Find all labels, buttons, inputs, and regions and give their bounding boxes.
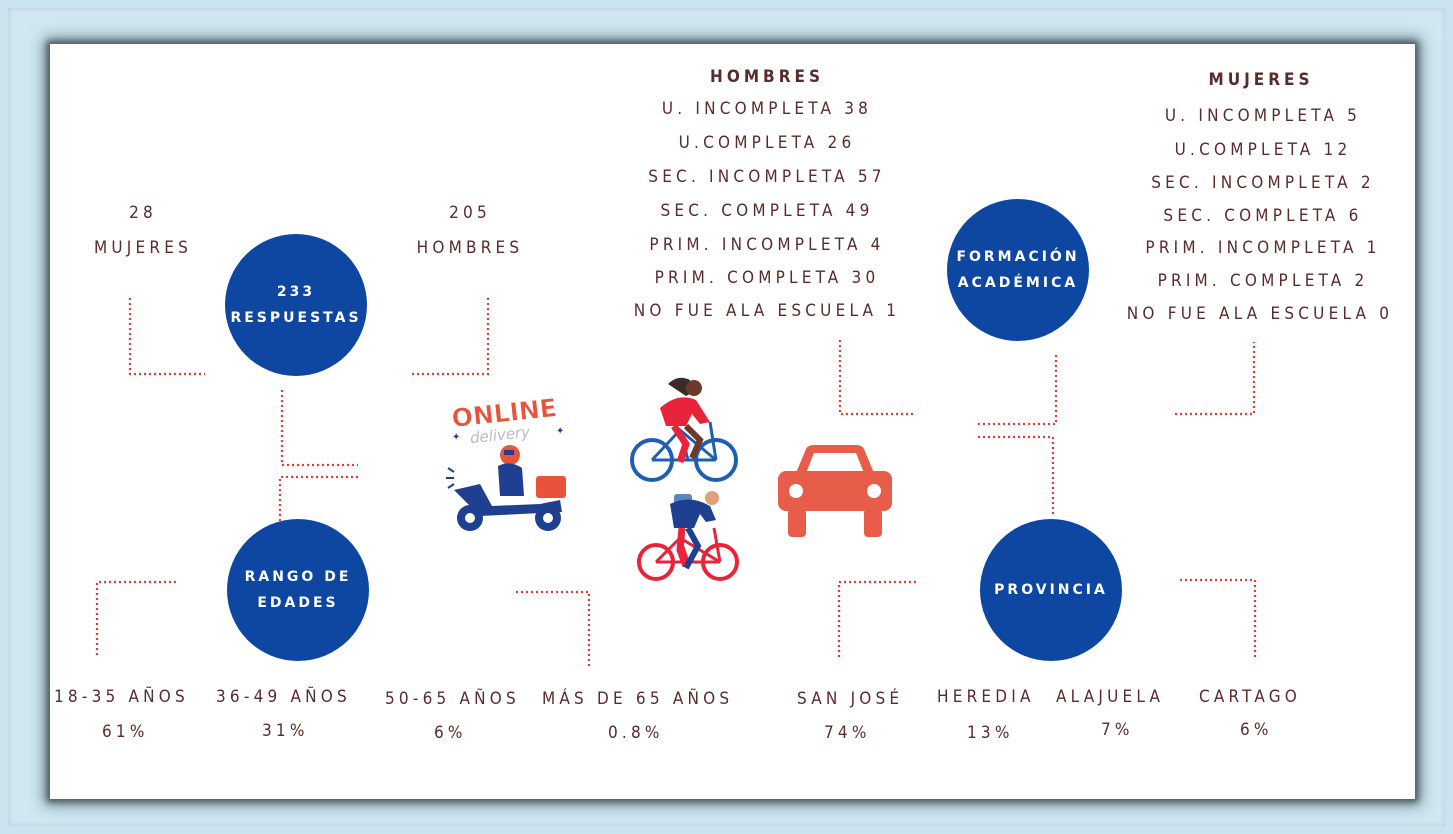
car-icon [776, 445, 894, 537]
respuestas-count: 233 [276, 284, 316, 300]
connector-mujeres [128, 298, 205, 376]
formacion-mujeres-row: PRIM. COMPLETA 2 [1157, 271, 1369, 291]
provincia-label: CARTAGO [1199, 687, 1301, 707]
connector-formacion-mujeres [1175, 342, 1256, 416]
formacion-mujeres-row: PRIM. INCOMPLETA 1 [1145, 238, 1381, 258]
connector-rango-up [278, 475, 358, 528]
edad-label: MÁS DE 65 AÑOS [542, 689, 734, 709]
connector-edad-right [516, 590, 591, 666]
star-icon: ✦ [452, 432, 460, 443]
connector-formacion-hombres [838, 340, 915, 416]
hombres-count: 205 [449, 203, 491, 223]
edad-value: 31% [262, 721, 309, 741]
formacion-label-line2: ACADÉMICA [957, 275, 1079, 291]
edad-value: 6% [434, 723, 467, 743]
respuestas-circle: 233 RESPUESTAS [225, 234, 367, 376]
formacion-label-line1: FORMACIÓN [956, 249, 1080, 265]
provincia-value: 7% [1101, 720, 1134, 740]
formacion-hombres-row: U. INCOMPLETA 38 [661, 99, 873, 119]
mujeres-count: 28 [129, 203, 157, 223]
rango-label-line1: RANGO DE [244, 569, 352, 585]
connector-provincia-left [837, 580, 916, 658]
edad-value: 61% [102, 722, 149, 742]
formacion-mujeres-row: U.COMPLETA 12 [1174, 140, 1352, 160]
formacion-hombres-row: PRIM. INCOMPLETA 4 [649, 235, 885, 255]
provincia-label: HEREDIA [937, 687, 1035, 707]
formacion-hombres-heading: HOMBRES [710, 67, 824, 87]
formacion-mujeres-row: U. INCOMPLETA 5 [1164, 106, 1362, 126]
formacion-circle: FORMACIÓN ACADÉMICA [947, 199, 1089, 341]
mujeres-label: MUJERES [94, 238, 192, 258]
connector-provincia-right [1180, 578, 1257, 658]
provincia-label: SAN JOSÉ [797, 689, 904, 709]
formacion-mujeres-row: SEC. COMPLETA 6 [1163, 206, 1363, 226]
formacion-mujeres-row: SEC. INCOMPLETA 2 [1151, 173, 1375, 193]
rango-edades-circle: RANGO DE EDADES [227, 519, 369, 661]
edad-label: 50-65 AÑOS [385, 689, 520, 709]
formacion-mujeres-row: NO FUE ALA ESCUELA 0 [1126, 304, 1394, 324]
provincia-value: 6% [1240, 720, 1273, 740]
formacion-mujeres-heading: MUJERES [1208, 70, 1314, 90]
connector-edad-left [95, 580, 176, 656]
formacion-hombres-row: SEC. INCOMPLETA 57 [648, 167, 886, 187]
cyclist-man-icon [636, 488, 742, 584]
edad-value: 0.8% [608, 723, 664, 743]
hombres-label: HOMBRES [416, 238, 524, 258]
connector-formacion-provincia [978, 435, 1055, 515]
connector-hombres [410, 298, 490, 376]
formacion-hombres-row: SEC. COMPLETA 49 [660, 201, 874, 221]
respuestas-label: RESPUESTAS [230, 310, 362, 326]
cyclist-woman-icon [630, 370, 740, 485]
formacion-hombres-row: NO FUE ALA ESCUELA 1 [633, 301, 901, 321]
delivery-scooter-icon: ONLINE delivery ✦ ✦ [440, 388, 580, 538]
edad-label: 36-49 AÑOS [216, 687, 351, 707]
infographic-card [50, 44, 1415, 799]
formacion-hombres-row: U.COMPLETA 26 [678, 133, 856, 153]
star-icon: ✦ [556, 426, 564, 437]
provincia-label: PROVINCIA [994, 582, 1108, 598]
rango-label-line2: EDADES [257, 595, 339, 611]
connector-respuestas-rango [280, 390, 358, 467]
edad-label: 18-35 AÑOS [54, 687, 189, 707]
formacion-hombres-row: PRIM. COMPLETA 30 [654, 268, 880, 288]
provincia-value: 13% [967, 723, 1014, 743]
provincia-circle: PROVINCIA [980, 519, 1122, 661]
provincia-label: ALAJUELA [1056, 687, 1165, 707]
provincia-value: 74% [824, 723, 871, 743]
connector-formacion-center [978, 352, 1058, 426]
